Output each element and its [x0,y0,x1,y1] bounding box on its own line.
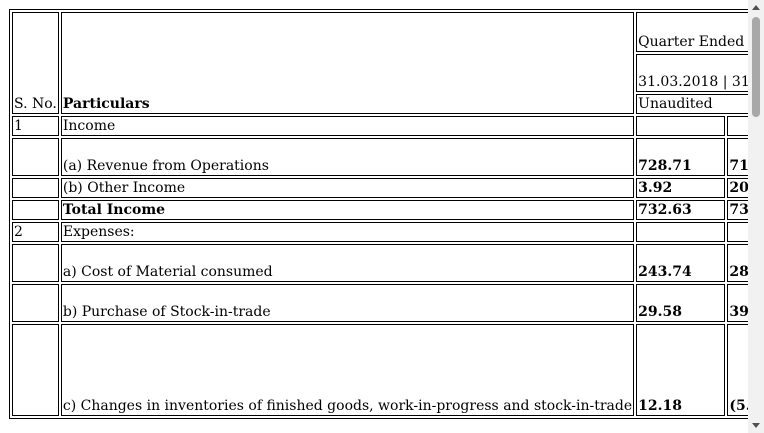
value-cell: 3.92 [636,178,726,198]
header-particulars: Particulars [60,12,635,114]
section-row-expenses: 2 Expenses: [12,222,748,242]
section-number: 1 [12,116,59,136]
value-cell: 717.85 [727,138,748,176]
table-row: (a) Revenue from Operations 728.71 717.8… [12,138,748,176]
value-cell: 20.28 [727,178,748,198]
empty-cell [636,116,726,136]
sno-cell [12,138,59,176]
row-label: a) Cost of Material consumed [60,244,635,282]
results-sheet: S. No. Particulars Quarter Ended Year En… [9,9,748,419]
value-cell: 281.54 [727,244,748,282]
row-label: (a) Revenue from Operations [60,138,635,176]
row-label: (b) Other Income [60,178,635,198]
value-cell: 732.63 [636,200,726,220]
section-label: Expenses: [60,222,635,242]
sno-cell [12,324,59,416]
header-quarter-ended: Quarter Ended [636,12,748,52]
section-row-income: 1 Income [12,116,748,136]
value-cell: 12.18 [636,324,726,416]
row-label: Total Income [60,200,635,220]
sno-cell [12,200,59,220]
value-cell: (5.01) [727,324,748,416]
scroll-down-arrow-icon[interactable] [748,417,764,433]
scroll-up-arrow-icon[interactable] [748,0,764,16]
table-row: b) Purchase of Stock-in-trade 29.58 39.2… [12,284,748,322]
table-row-total: Total Income 732.63 738.13 880.60 2,992.… [12,200,748,220]
value-cell: 738.13 [727,200,748,220]
value-cell: 728.71 [636,138,726,176]
financial-results-table: S. No. Particulars Quarter Ended Year En… [9,9,748,419]
value-cell: 39.29 [727,284,748,322]
header-unaudited: Unaudited [636,94,748,114]
header-row-3: Unaudited Audited Audited [12,94,748,114]
value-cell: 29.58 [636,284,726,322]
empty-cell [636,222,726,242]
empty-cell [727,116,748,136]
section-label: Income [60,116,635,136]
row-label: c) Changes in inventories of finished go… [60,324,635,416]
header-row-1: S. No. Particulars Quarter Ended Year En… [12,12,748,114]
sno-cell [12,178,59,198]
scroll-thumb[interactable] [752,17,760,117]
header-sno: S. No. [12,12,59,114]
table-row: a) Cost of Material consumed 243.74 281.… [12,244,748,282]
value-cell: 243.74 [636,244,726,282]
section-number: 2 [12,222,59,242]
empty-cell [727,222,748,242]
document-viewport: S. No. Particulars Quarter Ended Year En… [9,9,748,419]
sno-cell [12,284,59,322]
header-row-2: 31.03.2018 | 31.12.2017 | 31.03.2017 31.… [12,54,748,92]
table-row: c) Changes in inventories of finished go… [12,324,748,416]
vertical-scrollbar[interactable] [748,0,764,433]
header-quarter-dates: 31.03.2018 | 31.12.2017 | 31.03.2017 [636,54,748,92]
sno-cell [12,244,59,282]
table-row: (b) Other Income 3.92 20.28 20.18 35.75 … [12,178,748,198]
row-label: b) Purchase of Stock-in-trade [60,284,635,322]
